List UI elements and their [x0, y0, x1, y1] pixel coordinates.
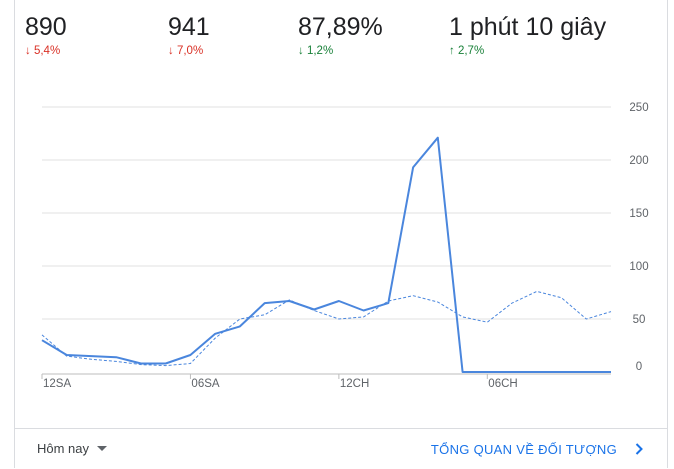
metric-delta-value: 5,4%	[33, 45, 61, 57]
metric-bounce-rate[interactable]: 87,89% ↓ 1,2%	[298, 12, 383, 57]
series-line-comparison	[41, 290, 612, 367]
y-tick-label: 150	[629, 208, 648, 220]
caret-down-icon	[97, 446, 108, 451]
metric-delta-value: 2,7%	[457, 45, 485, 57]
metric-session-duration[interactable]: 1 phút 10 giây ↑ 2,7%	[449, 12, 606, 57]
metric-delta-value: 1,2%	[306, 45, 334, 57]
y-tick-label: 100	[629, 261, 648, 273]
x-tick-label: 12SA	[43, 378, 71, 390]
metric-value: 87,89%	[298, 13, 383, 41]
y-tick-label: 0	[636, 361, 642, 373]
card-footer: Hôm nay TỔNG QUAN VỀ ĐỐI TƯỢNG	[15, 428, 667, 469]
metrics-row: 890 ↓ 5,4% 941 ↓ 7,0% 87,89% ↓ 1,2% 1 ph…	[15, 0, 667, 80]
audience-card: 890 ↓ 5,4% 941 ↓ 7,0% 87,89% ↓ 1,2% 1 ph…	[14, 0, 668, 468]
y-tick-label: 50	[633, 314, 646, 326]
audience-overview-label: TỔNG QUAN VỀ ĐỐI TƯỢNG	[430, 441, 617, 457]
metric-delta-value: 7,0%	[176, 45, 204, 57]
date-range-label: Hôm nay	[37, 441, 90, 456]
x-tick-label: 06SA	[191, 378, 219, 390]
audience-overview-link[interactable]: TỔNG QUAN VỀ ĐỐI TƯỢNG	[431, 441, 647, 457]
metric-delta: ↓ 7,0%	[168, 45, 210, 57]
series-line-current	[41, 136, 611, 373]
chevron-right-icon	[635, 443, 643, 455]
metric-delta: ↑ 2,7%	[449, 45, 606, 57]
metric-delta: ↓ 5,4%	[25, 45, 67, 57]
metric-value: 941	[168, 13, 210, 41]
arrow-up-icon: ↑	[449, 45, 455, 57]
arrow-down-icon: ↓	[298, 45, 304, 57]
metric-sessions[interactable]: 941 ↓ 7,0%	[168, 12, 210, 57]
y-tick-label: 250	[629, 102, 648, 114]
y-tick-label: 200	[629, 155, 648, 167]
metric-value: 1 phút 10 giây	[449, 13, 607, 41]
metric-value: 890	[25, 13, 67, 41]
metric-users[interactable]: 890 ↓ 5,4%	[25, 12, 67, 57]
x-tick-label: 06CH	[488, 378, 517, 390]
date-range-dropdown[interactable]: Hôm nay	[37, 441, 108, 456]
metric-delta: ↓ 1,2%	[298, 45, 383, 57]
line-chart: 0 50 100 150 200 250 12SA 06SA 12CH 06CH	[41, 102, 649, 390]
arrow-down-icon: ↓	[168, 45, 174, 57]
x-tick-label: 12CH	[340, 378, 369, 390]
arrow-down-icon: ↓	[25, 45, 31, 57]
